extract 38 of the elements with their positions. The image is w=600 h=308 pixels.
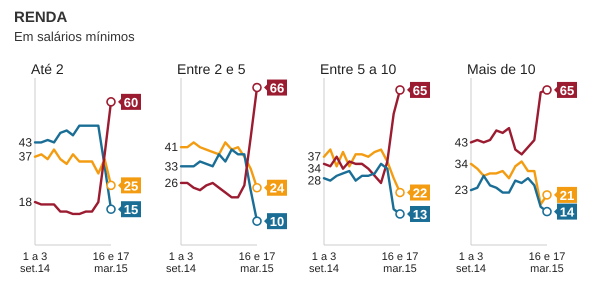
x-tick-label: 1 a 3 set.14 — [309, 251, 339, 275]
x-tick-label: 1 a 3 set.14 — [20, 251, 50, 275]
data-label: 65 — [412, 82, 428, 98]
data-label: 21 — [560, 188, 574, 203]
data-label: 25 — [124, 178, 138, 194]
data-label: 26 — [164, 176, 178, 190]
data-label: 13 — [412, 206, 428, 222]
chart-title: Mais de 10 — [467, 61, 536, 77]
data-label: 28 — [308, 174, 322, 188]
data-label: 15 — [124, 202, 138, 218]
data-label: 43 — [18, 135, 32, 150]
data-label: 66 — [270, 80, 284, 96]
data-label: 10 — [270, 214, 284, 230]
chart-title: Entre 5 a 10 — [320, 61, 396, 77]
chart-title: Entre 2 e 5 — [177, 61, 246, 77]
x-tick-label: 16 e 17 mar.15 — [238, 251, 276, 275]
data-label: 34 — [308, 162, 322, 176]
data-label: 37 — [18, 150, 32, 164]
data-label: 65 — [560, 82, 574, 98]
x-tick-label: 16 e 17 mar.15 — [382, 251, 418, 275]
data-label: 41 — [164, 140, 178, 154]
data-label: 37 — [308, 150, 322, 164]
x-tick-label: 1 a 3 set.14 — [456, 251, 486, 275]
data-label: 14 — [560, 204, 575, 220]
data-label: 22 — [412, 186, 428, 201]
data-label: 33 — [164, 159, 178, 174]
data-label: 24 — [270, 180, 285, 196]
data-label: 18 — [18, 195, 32, 210]
data-label: 43 — [454, 135, 468, 150]
x-tick-label: 16 e 17 mar.15 — [528, 251, 566, 275]
data-label: 34 — [454, 156, 468, 171]
x-tick-label: 1 a 3 set.14 — [166, 251, 196, 275]
data-label: 60 — [124, 94, 138, 110]
text: RENDA — [14, 9, 68, 26]
x-tick-label: 16 e 17 mar.15 — [92, 251, 130, 275]
data-label: 23 — [454, 183, 468, 198]
chart-title: Até 2 — [31, 61, 64, 77]
text: Em salários mínimos — [14, 29, 136, 44]
